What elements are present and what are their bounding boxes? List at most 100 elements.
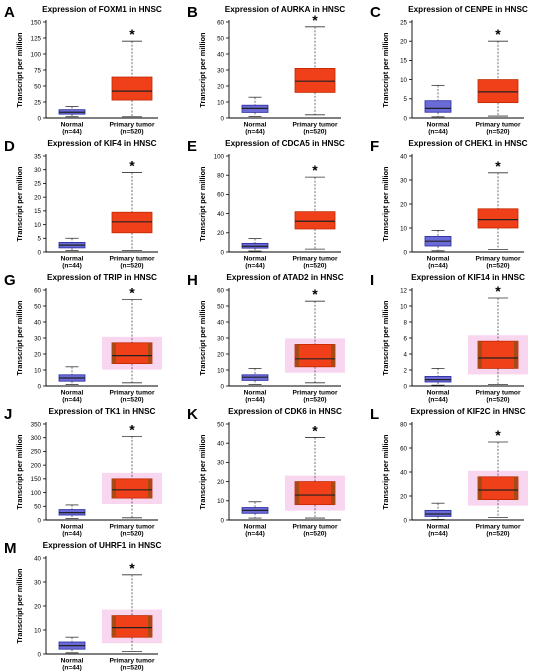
panel-a: A Expression of FOXM1 in HNSC Transcript p…: [4, 4, 162, 136]
panel-label: G: [4, 272, 16, 289]
y-tick-label: 0: [404, 249, 408, 256]
x-category-label: Primary tumor: [475, 122, 521, 129]
chart-title: Expression of FOXM1 in HNSC: [42, 5, 162, 14]
y-tick-label: 300: [31, 435, 42, 442]
y-tick-label: 150: [31, 19, 42, 26]
x-count-label: (n=44): [428, 263, 448, 270]
x-category-label: Primary tumor: [109, 122, 155, 129]
y-tick-label: 5: [404, 96, 408, 103]
y-tick-label: 75: [34, 67, 41, 74]
box-edge-shade: [112, 342, 116, 364]
y-tick-label: 20: [34, 603, 41, 610]
y-tick-label: 40: [34, 319, 41, 326]
y-tick-label: 0: [221, 115, 225, 122]
y-tick-label: 35: [34, 153, 41, 160]
y-tick-label: 30: [34, 335, 41, 342]
panel-label: J: [4, 406, 12, 423]
y-tick-label: 0: [404, 517, 408, 524]
y-tick-label: 6: [404, 335, 408, 342]
panel-label: F: [370, 138, 379, 155]
y-tick-label: 12: [400, 287, 407, 294]
x-category-label: Normal: [61, 256, 84, 263]
significance-star: *: [312, 286, 318, 302]
significance-star: *: [129, 157, 135, 173]
y-tick-label: 4: [404, 351, 408, 358]
y-tick-label: 20: [217, 230, 224, 237]
x-category-label: Normal: [427, 524, 450, 531]
x-count-label: (n=520): [120, 129, 143, 136]
box-primary-tumor: [111, 342, 153, 365]
x-category-label: Normal: [61, 122, 84, 129]
box-edge-shade: [514, 476, 518, 500]
box-edge-shade: [148, 615, 152, 638]
y-tick-label: 10: [34, 222, 41, 229]
y-tick-label: 15: [400, 58, 407, 65]
y-tick-label: 80: [217, 173, 224, 180]
x-category-label: Primary tumor: [475, 390, 521, 397]
y-tick-label: 0: [38, 651, 42, 658]
box-edge-shade: [148, 478, 152, 499]
box-edge-shade: [295, 481, 299, 505]
y-tick-label: 10: [217, 498, 224, 505]
y-tick-label: 60: [217, 19, 224, 26]
chart-title: Expression of CDCA5 in HNSC: [225, 139, 345, 148]
box-primary-tumor: [477, 208, 519, 229]
y-axis-label: Transcript per million: [198, 434, 207, 510]
y-tick-label: 0: [38, 115, 42, 122]
y-tick-label: 40: [217, 441, 224, 448]
y-tick-label: 100: [214, 153, 225, 160]
x-count-label: (n=520): [486, 531, 509, 538]
y-tick-label: 50: [217, 421, 224, 428]
y-tick-label: 150: [31, 476, 42, 483]
x-category-label: Primary tumor: [292, 390, 338, 397]
x-count-label: (n=44): [428, 531, 448, 538]
panel-i: I Expression of KIF14 in HNSC Transcript p…: [370, 272, 528, 404]
y-axis-label: Transcript per million: [15, 434, 24, 510]
x-category-label: Primary tumor: [109, 658, 155, 665]
y-tick-label: 40: [34, 555, 41, 562]
box-primary-tumor: [477, 476, 519, 501]
x-count-label: (n=520): [303, 397, 326, 404]
significance-star: *: [312, 422, 318, 438]
panel-b: B Expression of AURKA in HNSC Transcript p…: [187, 4, 345, 136]
panel-g: G Expression of TRIP in HNSC Transcript pe…: [4, 272, 162, 404]
x-category-label: Primary tumor: [292, 256, 338, 263]
significance-star: *: [495, 158, 501, 174]
chart-title: Expression of AURKA in HNSC: [225, 5, 345, 14]
x-category-label: Normal: [427, 390, 450, 397]
x-count-label: (n=44): [428, 397, 448, 404]
y-axis-label: Transcript per million: [15, 568, 24, 644]
box-edge-shade: [478, 476, 482, 500]
y-tick-label: 5: [38, 236, 42, 243]
y-tick-label: 200: [31, 462, 42, 469]
x-count-label: (n=44): [62, 129, 82, 136]
chart-title: Expression of TK1 in HNSC: [49, 407, 156, 416]
y-tick-label: 50: [34, 504, 41, 511]
y-tick-label: 15: [34, 208, 41, 215]
chart-title: Expression of KIF14 in HNSC: [411, 273, 525, 282]
y-tick-label: 25: [400, 19, 407, 26]
x-category-label: Normal: [61, 524, 84, 531]
y-tick-label: 2: [404, 367, 408, 374]
y-tick-label: 10: [34, 627, 41, 634]
panel-e: E Expression of CDCA5 in HNSC Transcript p…: [187, 138, 345, 270]
x-category-label: Primary tumor: [109, 390, 155, 397]
y-tick-label: 100: [31, 51, 42, 58]
y-axis-label: Transcript per million: [198, 32, 207, 108]
x-count-label: (n=520): [303, 263, 326, 270]
y-tick-label: 20: [400, 493, 407, 500]
significance-star: *: [129, 421, 135, 437]
significance-star: *: [129, 26, 135, 42]
y-tick-label: 20: [217, 479, 224, 486]
panel-label: D: [4, 138, 15, 155]
x-count-label: (n=520): [486, 129, 509, 136]
y-tick-label: 0: [221, 517, 225, 524]
y-tick-label: 25: [34, 181, 41, 188]
x-count-label: (n=520): [303, 531, 326, 538]
x-count-label: (n=44): [62, 263, 82, 270]
x-category-label: Primary tumor: [109, 524, 155, 531]
panel-d: D Expression of KIF4 in HNSC Transcript pe…: [4, 138, 158, 270]
y-tick-label: 40: [217, 211, 224, 218]
y-tick-label: 0: [38, 517, 42, 524]
chart-title: Expression of CDK6 in HNSC: [228, 407, 342, 416]
